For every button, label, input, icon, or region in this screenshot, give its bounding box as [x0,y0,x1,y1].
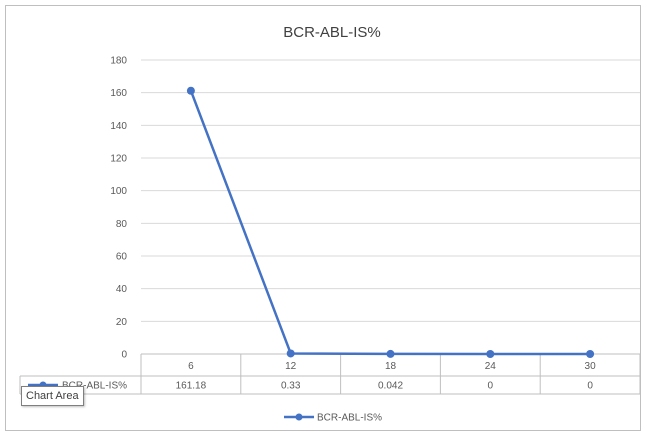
data-point[interactable] [186,86,195,95]
x-tick-label: 12 [285,361,297,372]
chart-area[interactable]: BCR-ABL-IS% 0 20 40 60 80 100 120 140 160 180 6 12… [5,5,641,431]
data-point[interactable] [286,349,295,358]
y-tick-label: 140 [110,121,127,132]
table-row-label: BCR-ABL-IS% [62,381,127,392]
table-cell-value: 0 [587,381,593,392]
x-tick-label: 24 [485,361,497,372]
y-tick-label: 100 [110,186,127,197]
gridlines [141,59,640,355]
y-axis-ticks: 0 20 40 60 80 100 120 140 160 180 [110,56,127,361]
y-tick-label: 120 [110,154,127,165]
table-cell-value: 0 [488,381,494,392]
data-point[interactable] [486,350,495,358]
y-tick-label: 160 [110,88,127,99]
series-line[interactable] [189,90,591,356]
y-tick-label: 0 [121,350,127,361]
legend: BCR-ABL-IS% [284,413,382,424]
legend-label: BCR-ABL-IS% [317,413,382,424]
y-tick-label: 180 [110,56,127,67]
x-tick-label: 30 [585,361,597,372]
y-tick-label: 60 [116,252,128,263]
data-point[interactable] [586,350,595,358]
data-point[interactable] [386,349,395,358]
y-tick-label: 40 [116,284,128,295]
series-layer[interactable] [186,86,595,358]
data-table: 6 12 18 24 30 BCR-ABL-IS% 161.18 0.33 0.042 0 0 [19,354,641,395]
legend-marker [295,413,303,421]
chart-area-tooltip: Chart Area [21,386,84,406]
chart-title: BCR-ABL-IS% [283,24,381,41]
x-tick-label: 18 [385,361,397,372]
y-tick-label: 80 [116,219,128,230]
table-cell-value: 0.042 [378,381,403,392]
table-cell-value: 0.33 [281,381,301,392]
x-tick-label: 6 [188,361,194,372]
table-cell-value: 161.18 [176,381,207,392]
y-tick-label: 20 [116,317,128,328]
